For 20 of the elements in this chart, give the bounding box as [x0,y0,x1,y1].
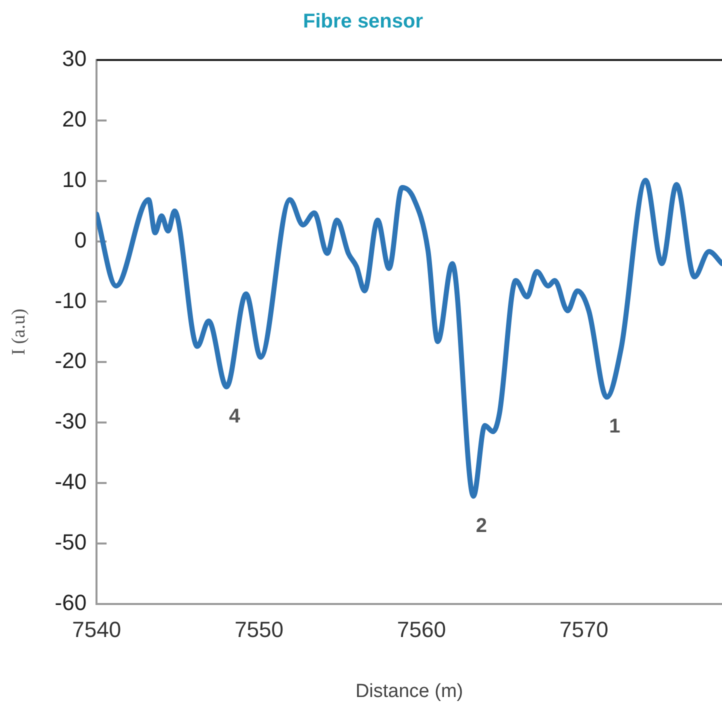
chart-title: Fibre sensor [302,10,424,33]
x-tick-label: 7550 [234,617,284,642]
y-tick-label: -10 [54,288,87,313]
y-tick-label: -20 [54,348,87,374]
y-tick-label: 0 [74,227,87,252]
y-tick-label: -40 [54,469,87,494]
y-tick-label: 30 [62,46,87,72]
y-tick-label: -30 [54,408,87,434]
y-tick-label: -60 [54,590,87,615]
annotation: 4 [228,405,241,428]
y-tick-label: 20 [62,106,87,132]
y-tick-label: -50 [54,529,87,554]
x-tick-label: 7560 [397,617,446,642]
y-tick-label: 10 [62,166,87,192]
annotation: 2 [476,514,488,537]
y-axis-title: I (a.u) [8,308,30,356]
x-tick-label: 7540 [72,617,122,642]
x-tick-label: 7570 [559,617,608,642]
annotation: 1 [609,416,620,438]
x-axis-title: Distance (m) [355,680,464,702]
